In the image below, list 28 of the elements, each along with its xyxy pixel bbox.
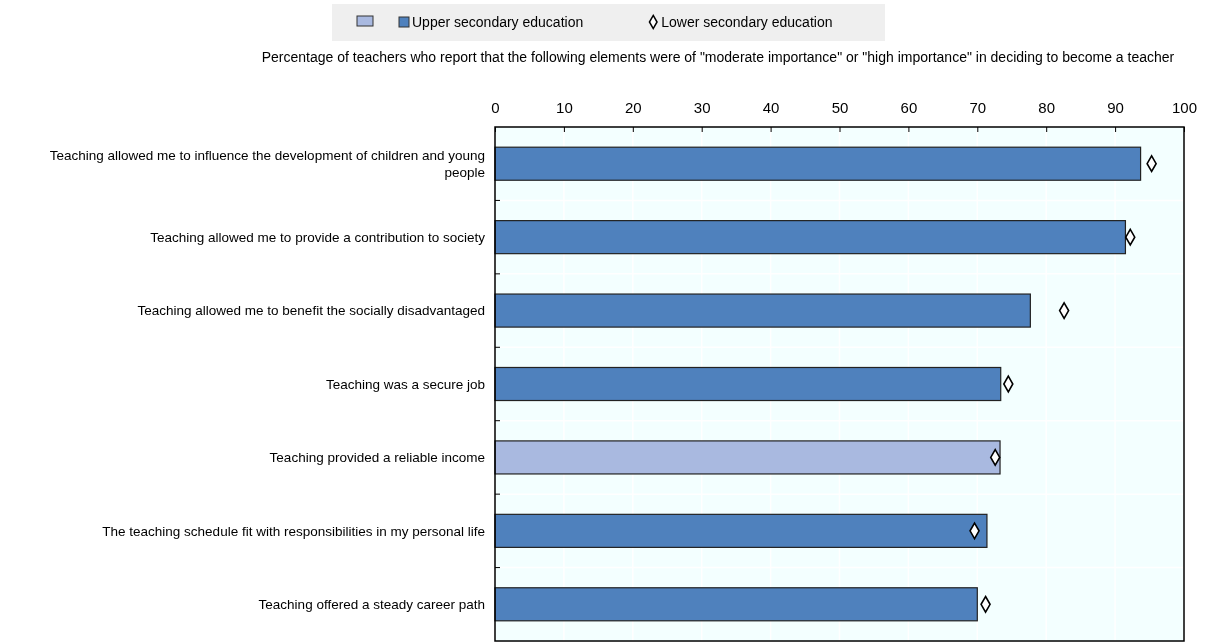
- x-tick-label: 90: [1107, 99, 1124, 116]
- bar: [494, 293, 1031, 328]
- y-tick-label: Teaching offered a steady career path: [258, 597, 485, 613]
- x-tick-label: 10: [556, 99, 573, 116]
- bar: [494, 146, 1142, 181]
- x-axis-title: Percentage of teachers who report that the following elements were of "moderate importance" or "high importance" in deciding to become a teacher: [261, 49, 1175, 65]
- x-tick-label: 60: [900, 99, 918, 116]
- y-tick-label: Teaching allowed me to influence the development of children and young people: [49, 147, 485, 180]
- bar: [494, 587, 978, 622]
- x-tick-label: 20: [624, 99, 642, 116]
- y-tick-label: Teaching allowed me to provide a contribution to society: [150, 229, 486, 245]
- y-tick-label: Teaching was a secure job: [325, 376, 485, 392]
- bar: [494, 366, 1002, 402]
- x-tick-label: 30: [693, 99, 711, 116]
- x-tick-label: 70: [969, 99, 987, 116]
- x-tick-label: 40: [762, 99, 780, 116]
- x-tick-label: 80: [1038, 99, 1056, 116]
- x-tick-label: 0: [491, 99, 500, 116]
- bar: [494, 440, 1001, 475]
- y-tick-label: Teaching provided a reliable income: [269, 450, 485, 466]
- bar: [494, 220, 1127, 255]
- y-tick-label: Teaching allowed me to benefit the socially disadvantaged: [137, 303, 485, 319]
- x-tick-label: 100: [1171, 99, 1198, 116]
- legend-label: Upper secondary education: [412, 14, 584, 30]
- y-tick-label: The teaching schedule fit with responsibilities in my personal life: [102, 523, 485, 539]
- legend-label: Lower secondary education: [661, 14, 833, 30]
- x-tick-label: 50: [831, 99, 849, 116]
- bar: [494, 513, 988, 548]
